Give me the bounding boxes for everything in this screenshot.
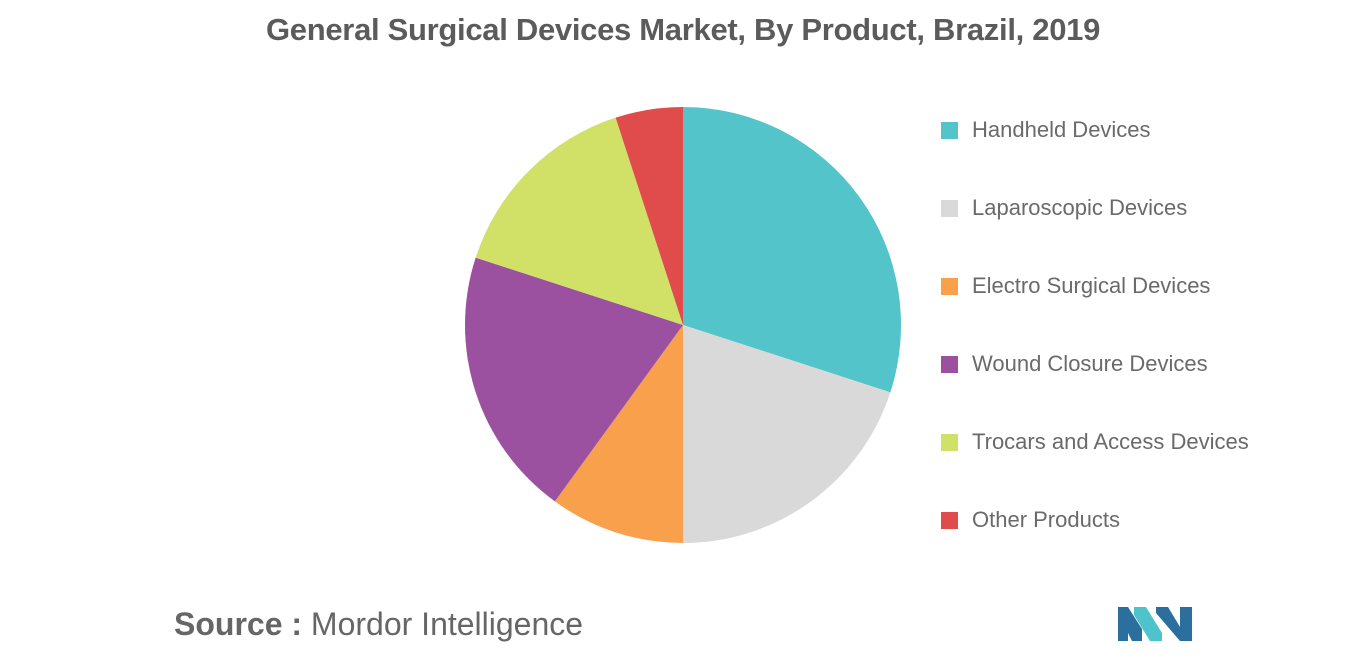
legend-swatch bbox=[941, 122, 958, 139]
source-note: Source : Mordor Intelligence bbox=[174, 606, 583, 643]
pie-slice-handheld-devices bbox=[683, 107, 902, 393]
legend-label: Handheld Devices bbox=[972, 117, 1151, 142]
pie-slice-trocars-and-access-devices bbox=[475, 117, 683, 325]
legend-swatch bbox=[941, 278, 958, 295]
legend-item-electro-surgical-devices: Electro Surgical Devices bbox=[941, 268, 1249, 346]
legend-swatch bbox=[941, 434, 958, 451]
logo-shape-mid bbox=[1134, 607, 1162, 641]
pie-slice-other-products bbox=[615, 107, 683, 325]
pie-slice-wound-closure-devices bbox=[464, 257, 683, 502]
legend-item-handheld-devices: Handheld Devices bbox=[941, 112, 1249, 190]
legend: Handheld Devices Laparoscopic Devices El… bbox=[941, 112, 1249, 580]
legend-item-trocars-and-access-devices: Trocars and Access Devices bbox=[941, 424, 1249, 502]
legend-item-laparoscopic-devices: Laparoscopic Devices bbox=[941, 190, 1249, 268]
chart-title: General Surgical Devices Market, By Prod… bbox=[265, 12, 1101, 47]
legend-swatch bbox=[941, 512, 958, 529]
legend-item-other-products: Other Products bbox=[941, 502, 1249, 580]
logo-shape-right bbox=[1156, 607, 1192, 641]
legend-label: Wound Closure Devices bbox=[972, 351, 1208, 376]
legend-item-wound-closure-devices: Wound Closure Devices bbox=[941, 346, 1249, 424]
mordor-intelligence-logo-icon bbox=[1118, 607, 1192, 641]
logo-shape-left bbox=[1118, 607, 1142, 641]
legend-swatch bbox=[941, 356, 958, 373]
legend-label: Electro Surgical Devices bbox=[972, 273, 1211, 298]
source-text: Mordor Intelligence bbox=[310, 606, 584, 642]
legend-swatch bbox=[941, 200, 958, 217]
pie-slice-electro-surgical-devices bbox=[554, 325, 683, 543]
legend-label: Other Products bbox=[972, 507, 1120, 532]
source-label: Source : bbox=[174, 606, 303, 642]
legend-label: Laparoscopic Devices bbox=[972, 195, 1188, 220]
pie-slice-laparoscopic-devices bbox=[683, 325, 891, 543]
legend-label: Trocars and Access Devices bbox=[972, 429, 1249, 454]
